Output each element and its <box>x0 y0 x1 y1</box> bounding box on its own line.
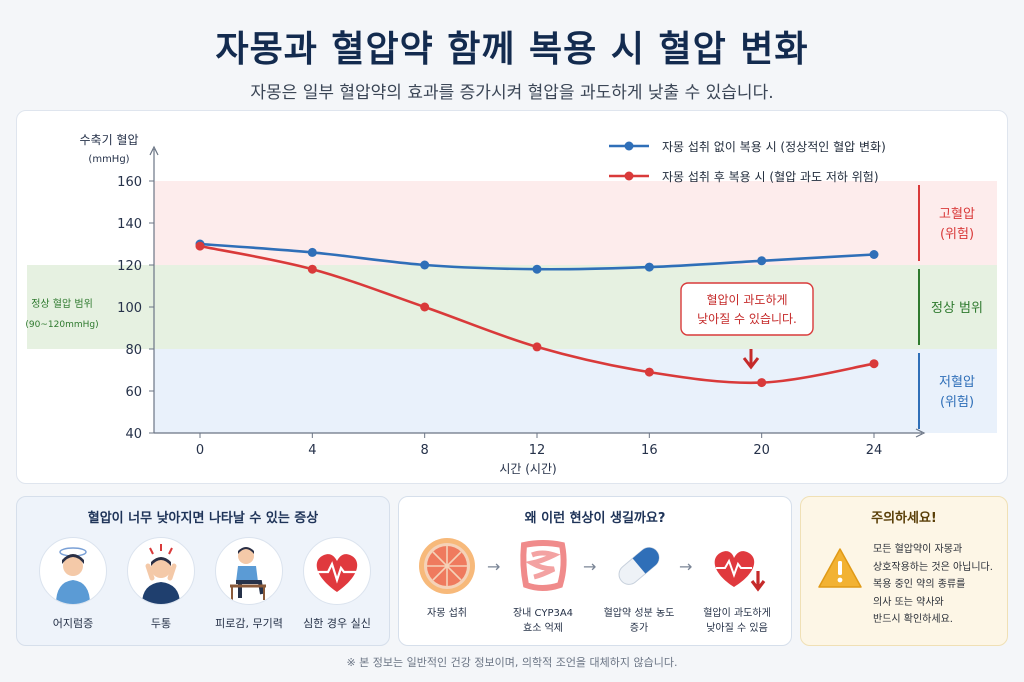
range-band <box>154 349 997 433</box>
symptom-label: 두통 <box>150 617 172 630</box>
x-tick-label: 20 <box>753 443 770 458</box>
heartbeat-icon <box>303 537 371 605</box>
y-tick-label: 160 <box>117 175 142 190</box>
legend-label: 자몽 섭취 후 복용 시 (혈압 과도 저하 위험) <box>662 170 879 184</box>
data-point <box>307 264 317 274</box>
data-point <box>307 247 317 257</box>
symptom-label: 심한 경우 실신 <box>303 617 371 630</box>
data-point <box>757 378 767 388</box>
symptoms-panel: 혈압이 너무 낮아지면 나타날 수 있는 증상 어지럼증 두통 피로감, 무기력… <box>16 496 390 646</box>
mechanism-panel: 왜 이런 현상이 생길까요? 자몽 섭취 → 장내 CYP3A4 효소 억제 →… <box>398 496 792 646</box>
x-tick-label: 16 <box>641 443 658 458</box>
legend-label: 자몽 섭취 없이 복용 시 (정상적인 혈압 변화) <box>662 140 886 154</box>
symptom-label: 어지럼증 <box>52 617 94 630</box>
mechanism-step: 장내 CYP3A4 효소 억제 <box>503 535 583 636</box>
x-tick-label: 0 <box>196 443 204 458</box>
arrow-icon: → <box>679 557 693 576</box>
data-point <box>644 262 654 272</box>
x-axis-title: 시간 (시간) <box>499 462 556 476</box>
data-point <box>532 264 542 274</box>
x-tick-label: 4 <box>308 443 316 458</box>
warning-icon <box>818 548 862 588</box>
dizzy-person-icon <box>39 537 107 605</box>
range-label: 저혈압 <box>939 375 975 390</box>
y-axis-arrow <box>149 145 159 156</box>
symptom-label: 피로감, 무기력 <box>215 617 283 630</box>
step-label: 자몽 섭취 <box>427 608 467 619</box>
callout-text: 혈압이 과도하게 <box>706 293 787 307</box>
data-point <box>532 342 542 352</box>
callout-box <box>680 282 814 336</box>
intestine-icon <box>520 540 567 591</box>
pill-icon <box>618 547 660 585</box>
x-tick-label: 24 <box>866 443 883 458</box>
y-axis-title: 수축기 혈압 <box>79 133 138 147</box>
symptom-headache: 두통 <box>117 537 205 631</box>
range-label: (위험) <box>940 395 974 410</box>
symptom-fainting: 심한 경우 실신 <box>293 537 381 631</box>
step-label: 혈압이 과도하게 낮아질 수 있음 <box>703 608 771 634</box>
range-label: 정상 범위 <box>931 301 983 316</box>
y-tick-label: 120 <box>117 259 142 274</box>
symptom-fatigue: 피로감, 무기력 <box>205 537 293 631</box>
data-point <box>869 359 879 369</box>
legend-marker <box>624 171 634 181</box>
page-subtitle: 자몽은 일부 혈압약의 효과를 증가시켜 혈압을 과도하게 낮출 수 있습니다. <box>250 83 774 103</box>
range-label: (위험) <box>940 227 974 242</box>
step-label: 장내 CYP3A4 효소 억제 <box>512 608 574 634</box>
range-band <box>27 265 997 349</box>
data-point <box>420 302 430 312</box>
symptom-dizziness: 어지럼증 <box>29 537 117 631</box>
normal-range-label: (90~120mmHg) <box>25 320 98 330</box>
x-axis-arrow <box>915 428 926 438</box>
heart-down-icon <box>714 551 766 592</box>
headache-person-icon <box>127 537 195 605</box>
grapefruit-icon <box>419 538 475 594</box>
x-tick-label: 12 <box>529 443 546 458</box>
y-tick-label: 100 <box>117 301 142 316</box>
y-tick-label: 40 <box>125 427 142 442</box>
symptoms-title: 혈압이 너무 낮아지면 나타날 수 있는 증상 <box>87 511 319 526</box>
y-tick-label: 140 <box>117 217 142 232</box>
caution-title: 주의하세요! <box>871 511 937 526</box>
y-axis-unit: (mmHg) <box>88 154 129 165</box>
caution-text: 모든 혈압약이 자몽과 상호작용하는 것은 아닙니다. 복용 중인 약의 종류를… <box>873 544 993 625</box>
arrow-icon: → <box>487 557 501 576</box>
arrow-icon: → <box>583 557 597 576</box>
y-tick-label: 80 <box>125 343 142 358</box>
data-point <box>869 250 879 259</box>
mechanism-step: 혈압약 성분 농도 증가 <box>599 535 679 636</box>
callout-text: 낮아질 수 있습니다. <box>697 312 797 326</box>
y-tick-label: 60 <box>125 385 142 400</box>
normal-range-label: 정상 혈압 범위 <box>31 297 93 310</box>
x-tick-label: 8 <box>421 443 429 458</box>
data-point <box>757 256 767 266</box>
callout-arrow <box>742 349 760 370</box>
mechanism-step: 혈압이 과도하게 낮아질 수 있음 <box>697 535 777 636</box>
data-point <box>644 367 654 377</box>
range-label: 고혈압 <box>939 207 975 222</box>
page-title: 자몽과 혈압약 함께 복용 시 혈압 변화 <box>215 29 809 70</box>
mechanism-title: 왜 이런 현상이 생길까요? <box>524 511 666 526</box>
step-label: 혈압약 성분 농도 증가 <box>603 608 675 634</box>
mechanism-step: 자몽 섭취 <box>407 535 487 622</box>
caution-panel: 주의하세요! 모든 혈압약이 자몽과 상호작용하는 것은 아닙니다. 복용 중인… <box>800 496 1008 646</box>
footer-disclaimer: ※ 본 정보는 일반적인 건강 정보이며, 의학적 조언을 대체하지 않습니다. <box>346 656 678 669</box>
data-point <box>420 260 430 270</box>
tired-person-icon <box>215 537 283 605</box>
legend-marker <box>624 141 634 151</box>
data-point <box>195 241 205 251</box>
